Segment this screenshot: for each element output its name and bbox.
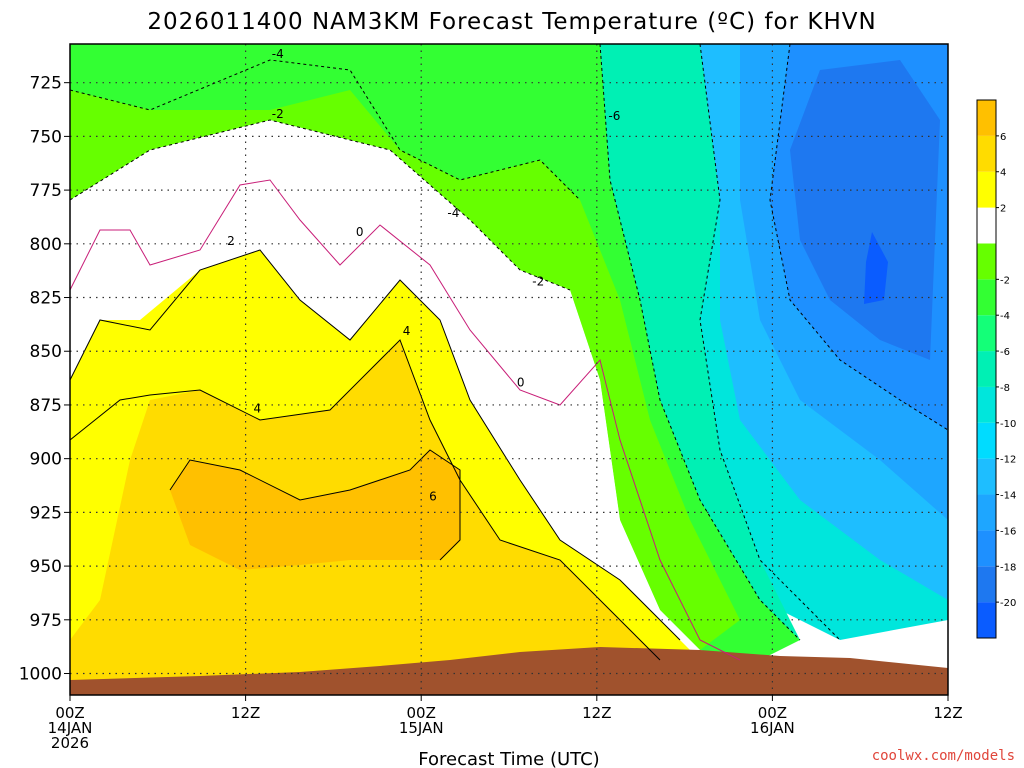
- colorbar-label: -4: [1000, 311, 1010, 322]
- colorbar-label: -12: [1000, 455, 1016, 466]
- colorbar-swatch: [977, 422, 996, 459]
- band-light-green: [70, 90, 740, 650]
- y-tick-label: 875: [30, 396, 62, 416]
- plot-area: [70, 44, 948, 695]
- colorbar-label: -6: [1000, 347, 1010, 358]
- colorbar-label: -2: [1000, 275, 1010, 286]
- colorbar-label: 2: [1000, 204, 1006, 215]
- colorbar-swatch: [977, 100, 996, 136]
- colorbar-label: -10: [1000, 419, 1016, 430]
- y-tick-label: 900: [30, 450, 62, 470]
- y-tick-label: 1000: [19, 665, 62, 685]
- contour-labels: -4 -2 -6 -4 -2 0 2 0 4 4 6: [227, 47, 620, 504]
- y-tick-label: 725: [30, 74, 62, 94]
- y-tick-label: 950: [30, 557, 62, 577]
- y-tick-label: 775: [30, 181, 62, 201]
- colorbar-swatch: [977, 494, 996, 531]
- band-deeper-blue: [790, 60, 940, 360]
- colorbar-swatch: [977, 135, 996, 172]
- credit-link[interactable]: coolwx.com/models: [872, 748, 1015, 764]
- colorbar-swatch: [977, 279, 996, 316]
- grid-lines: [70, 44, 948, 695]
- contour-label: 0: [356, 225, 364, 239]
- y-tick-label: 975: [30, 611, 62, 631]
- chart-title: 2026011400 NAM3KM Forecast Temperature (…: [147, 9, 876, 35]
- y-tick-label: 825: [30, 289, 62, 309]
- colorbar-swatch: [977, 351, 996, 387]
- colorbar-swatch: [977, 243, 996, 280]
- contour-label: -4: [447, 206, 459, 220]
- colorbar-label: -20: [1000, 598, 1016, 609]
- band-coldest-core: [864, 232, 888, 304]
- colorbar-swatch: [977, 458, 996, 495]
- contour-label: -2: [532, 275, 544, 289]
- terrain: [70, 647, 948, 695]
- band-orange: [170, 450, 460, 570]
- band-cold-cyan: [580, 44, 800, 650]
- colorbar-label: -16: [1000, 526, 1016, 537]
- colorbar-swatch: [977, 315, 996, 352]
- y-tick-label: 850: [30, 342, 62, 362]
- x-tick-label: 2026: [51, 734, 89, 752]
- plot-frame: [69, 43, 949, 696]
- contour-label: 6: [429, 489, 437, 503]
- colorbar-swatch: [977, 171, 996, 208]
- y-tick-label: 800: [30, 235, 62, 255]
- colorbar-frame: [976, 99, 997, 639]
- x-tick-label: 00Z: [55, 704, 84, 722]
- colorbar-swatch: [977, 566, 996, 603]
- contour-label: -2: [272, 107, 284, 121]
- x-tick-label: 12Z: [231, 704, 260, 722]
- y-tick-label: 925: [30, 503, 62, 523]
- colorbar: 6 4 2 -2 -4 -6 -8 -10 -12 -14 -16 -18 -20: [976, 99, 1016, 639]
- x-tick-label: 16JAN: [750, 719, 795, 737]
- x-tick-label: 14JAN: [48, 719, 93, 737]
- contour-label: 0: [517, 376, 525, 390]
- y-tick-label: 750: [30, 127, 62, 147]
- x-tick-label: 00Z: [758, 704, 787, 722]
- colorbar-swatch: [977, 386, 996, 423]
- contour-label: 4: [403, 324, 411, 338]
- colorbar-swatch: [977, 207, 996, 244]
- colorbar-swatch: [977, 602, 996, 638]
- colorbar-swatch: [977, 530, 996, 567]
- x-axis-label: Forecast Time (UTC): [418, 749, 599, 768]
- x-tick-label: 00Z: [407, 704, 436, 722]
- colorbar-label: -14: [1000, 491, 1016, 502]
- x-tick-label: 15JAN: [399, 719, 444, 737]
- contour-label: 4: [253, 401, 261, 415]
- colorbar-label: 6: [1000, 132, 1006, 143]
- contour-label: -4: [272, 47, 284, 61]
- contour-label: 2: [227, 234, 235, 248]
- contour-lines: [70, 44, 948, 661]
- colorbar-label: 4: [1000, 168, 1006, 179]
- y-axis: 725 750 775 800 825 850 875 900 925 950 975 1000: [19, 74, 70, 685]
- contour-label: -6: [608, 109, 620, 123]
- colorbar-label: -8: [1000, 383, 1010, 394]
- x-tick-label: 12Z: [582, 704, 611, 722]
- x-tick-label: 12Z: [933, 704, 962, 722]
- colorbar-label: -18: [1000, 562, 1016, 573]
